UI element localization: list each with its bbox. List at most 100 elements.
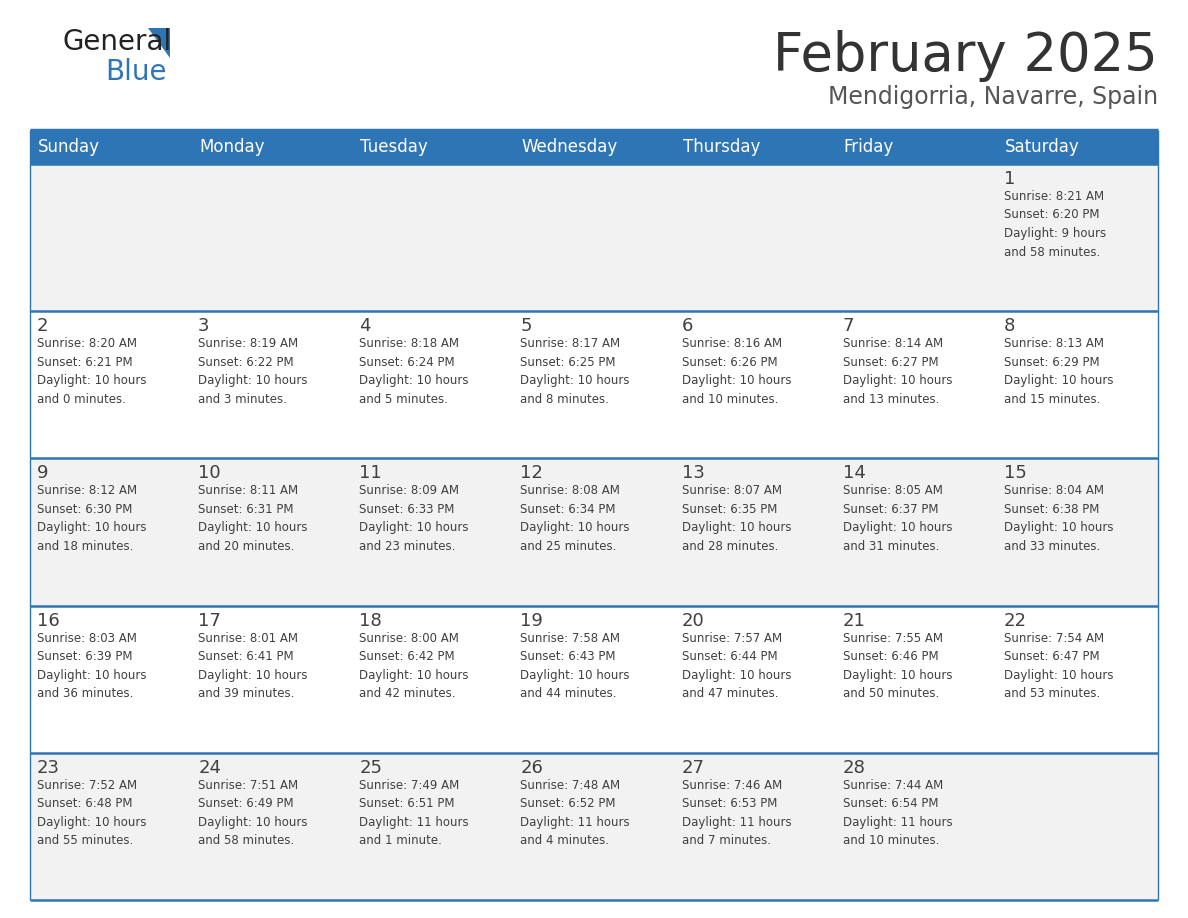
Text: 14: 14 [842, 465, 866, 482]
Text: 16: 16 [37, 611, 59, 630]
FancyBboxPatch shape [675, 606, 835, 753]
FancyBboxPatch shape [675, 458, 835, 606]
FancyBboxPatch shape [191, 606, 353, 753]
FancyBboxPatch shape [997, 164, 1158, 311]
Text: Sunrise: 8:12 AM
Sunset: 6:30 PM
Daylight: 10 hours
and 18 minutes.: Sunrise: 8:12 AM Sunset: 6:30 PM Dayligh… [37, 485, 146, 553]
FancyBboxPatch shape [30, 311, 191, 458]
Text: Blue: Blue [105, 58, 166, 86]
Text: 3: 3 [198, 318, 209, 335]
Text: 23: 23 [37, 759, 61, 777]
FancyBboxPatch shape [675, 753, 835, 900]
Text: 4: 4 [359, 318, 371, 335]
FancyBboxPatch shape [997, 606, 1158, 753]
Text: Sunrise: 8:01 AM
Sunset: 6:41 PM
Daylight: 10 hours
and 39 minutes.: Sunrise: 8:01 AM Sunset: 6:41 PM Dayligh… [198, 632, 308, 700]
FancyBboxPatch shape [675, 311, 835, 458]
Text: Sunrise: 7:51 AM
Sunset: 6:49 PM
Daylight: 10 hours
and 58 minutes.: Sunrise: 7:51 AM Sunset: 6:49 PM Dayligh… [198, 778, 308, 847]
FancyBboxPatch shape [30, 164, 191, 311]
Text: Sunrise: 7:46 AM
Sunset: 6:53 PM
Daylight: 11 hours
and 7 minutes.: Sunrise: 7:46 AM Sunset: 6:53 PM Dayligh… [682, 778, 791, 847]
Text: Sunrise: 8:18 AM
Sunset: 6:24 PM
Daylight: 10 hours
and 5 minutes.: Sunrise: 8:18 AM Sunset: 6:24 PM Dayligh… [359, 337, 469, 406]
Text: 12: 12 [520, 465, 543, 482]
FancyBboxPatch shape [353, 164, 513, 311]
FancyBboxPatch shape [675, 164, 835, 311]
FancyBboxPatch shape [353, 753, 513, 900]
FancyBboxPatch shape [997, 458, 1158, 606]
FancyBboxPatch shape [513, 311, 675, 458]
Text: Sunrise: 7:54 AM
Sunset: 6:47 PM
Daylight: 10 hours
and 53 minutes.: Sunrise: 7:54 AM Sunset: 6:47 PM Dayligh… [1004, 632, 1113, 700]
Text: 21: 21 [842, 611, 866, 630]
Text: Friday: Friday [843, 138, 893, 156]
Text: 10: 10 [198, 465, 221, 482]
Text: Sunrise: 8:09 AM
Sunset: 6:33 PM
Daylight: 10 hours
and 23 minutes.: Sunrise: 8:09 AM Sunset: 6:33 PM Dayligh… [359, 485, 469, 553]
Text: Thursday: Thursday [683, 138, 760, 156]
Text: Sunrise: 7:57 AM
Sunset: 6:44 PM
Daylight: 10 hours
and 47 minutes.: Sunrise: 7:57 AM Sunset: 6:44 PM Dayligh… [682, 632, 791, 700]
Text: 18: 18 [359, 611, 383, 630]
FancyBboxPatch shape [353, 311, 513, 458]
Text: Sunrise: 8:16 AM
Sunset: 6:26 PM
Daylight: 10 hours
and 10 minutes.: Sunrise: 8:16 AM Sunset: 6:26 PM Dayligh… [682, 337, 791, 406]
Text: Sunrise: 8:19 AM
Sunset: 6:22 PM
Daylight: 10 hours
and 3 minutes.: Sunrise: 8:19 AM Sunset: 6:22 PM Dayligh… [198, 337, 308, 406]
FancyBboxPatch shape [997, 311, 1158, 458]
Text: Sunrise: 8:20 AM
Sunset: 6:21 PM
Daylight: 10 hours
and 0 minutes.: Sunrise: 8:20 AM Sunset: 6:21 PM Dayligh… [37, 337, 146, 406]
Text: Sunrise: 7:52 AM
Sunset: 6:48 PM
Daylight: 10 hours
and 55 minutes.: Sunrise: 7:52 AM Sunset: 6:48 PM Dayligh… [37, 778, 146, 847]
FancyBboxPatch shape [191, 130, 353, 164]
Text: 24: 24 [198, 759, 221, 777]
Text: Sunrise: 7:55 AM
Sunset: 6:46 PM
Daylight: 10 hours
and 50 minutes.: Sunrise: 7:55 AM Sunset: 6:46 PM Dayligh… [842, 632, 953, 700]
Text: 8: 8 [1004, 318, 1016, 335]
Text: 7: 7 [842, 318, 854, 335]
Text: 9: 9 [37, 465, 49, 482]
Text: 1: 1 [1004, 170, 1016, 188]
Text: Sunrise: 8:17 AM
Sunset: 6:25 PM
Daylight: 10 hours
and 8 minutes.: Sunrise: 8:17 AM Sunset: 6:25 PM Dayligh… [520, 337, 630, 406]
Text: 11: 11 [359, 465, 383, 482]
FancyBboxPatch shape [353, 130, 513, 164]
FancyBboxPatch shape [835, 164, 997, 311]
FancyBboxPatch shape [513, 130, 675, 164]
FancyBboxPatch shape [675, 130, 835, 164]
FancyBboxPatch shape [191, 753, 353, 900]
Text: Sunrise: 7:44 AM
Sunset: 6:54 PM
Daylight: 11 hours
and 10 minutes.: Sunrise: 7:44 AM Sunset: 6:54 PM Dayligh… [842, 778, 953, 847]
Text: Sunrise: 7:49 AM
Sunset: 6:51 PM
Daylight: 11 hours
and 1 minute.: Sunrise: 7:49 AM Sunset: 6:51 PM Dayligh… [359, 778, 469, 847]
Text: 5: 5 [520, 318, 532, 335]
FancyBboxPatch shape [997, 753, 1158, 900]
Text: Monday: Monday [200, 138, 265, 156]
FancyBboxPatch shape [30, 458, 191, 606]
FancyBboxPatch shape [30, 606, 191, 753]
FancyBboxPatch shape [835, 458, 997, 606]
Text: Sunrise: 8:11 AM
Sunset: 6:31 PM
Daylight: 10 hours
and 20 minutes.: Sunrise: 8:11 AM Sunset: 6:31 PM Dayligh… [198, 485, 308, 553]
FancyBboxPatch shape [835, 311, 997, 458]
Text: Sunrise: 7:58 AM
Sunset: 6:43 PM
Daylight: 10 hours
and 44 minutes.: Sunrise: 7:58 AM Sunset: 6:43 PM Dayligh… [520, 632, 630, 700]
FancyBboxPatch shape [191, 311, 353, 458]
Polygon shape [148, 28, 170, 58]
Text: 17: 17 [198, 611, 221, 630]
Text: 25: 25 [359, 759, 383, 777]
Text: General: General [62, 28, 171, 56]
Text: 26: 26 [520, 759, 543, 777]
Text: Sunrise: 8:13 AM
Sunset: 6:29 PM
Daylight: 10 hours
and 15 minutes.: Sunrise: 8:13 AM Sunset: 6:29 PM Dayligh… [1004, 337, 1113, 406]
FancyBboxPatch shape [353, 606, 513, 753]
FancyBboxPatch shape [835, 606, 997, 753]
FancyBboxPatch shape [30, 130, 191, 164]
Text: Sunrise: 8:07 AM
Sunset: 6:35 PM
Daylight: 10 hours
and 28 minutes.: Sunrise: 8:07 AM Sunset: 6:35 PM Dayligh… [682, 485, 791, 553]
FancyBboxPatch shape [997, 130, 1158, 164]
Text: Saturday: Saturday [1005, 138, 1080, 156]
Text: Wednesday: Wednesday [522, 138, 618, 156]
Text: 28: 28 [842, 759, 866, 777]
FancyBboxPatch shape [513, 753, 675, 900]
Text: Sunrise: 8:05 AM
Sunset: 6:37 PM
Daylight: 10 hours
and 31 minutes.: Sunrise: 8:05 AM Sunset: 6:37 PM Dayligh… [842, 485, 953, 553]
Text: Sunrise: 8:08 AM
Sunset: 6:34 PM
Daylight: 10 hours
and 25 minutes.: Sunrise: 8:08 AM Sunset: 6:34 PM Dayligh… [520, 485, 630, 553]
Text: February 2025: February 2025 [773, 30, 1158, 82]
FancyBboxPatch shape [835, 753, 997, 900]
Text: 13: 13 [682, 465, 704, 482]
Text: Sunrise: 8:03 AM
Sunset: 6:39 PM
Daylight: 10 hours
and 36 minutes.: Sunrise: 8:03 AM Sunset: 6:39 PM Dayligh… [37, 632, 146, 700]
FancyBboxPatch shape [835, 130, 997, 164]
Text: Sunrise: 8:00 AM
Sunset: 6:42 PM
Daylight: 10 hours
and 42 minutes.: Sunrise: 8:00 AM Sunset: 6:42 PM Dayligh… [359, 632, 469, 700]
FancyBboxPatch shape [513, 458, 675, 606]
FancyBboxPatch shape [191, 164, 353, 311]
FancyBboxPatch shape [353, 458, 513, 606]
Text: Sunrise: 8:21 AM
Sunset: 6:20 PM
Daylight: 9 hours
and 58 minutes.: Sunrise: 8:21 AM Sunset: 6:20 PM Dayligh… [1004, 190, 1106, 259]
FancyBboxPatch shape [513, 164, 675, 311]
FancyBboxPatch shape [30, 753, 191, 900]
Text: Sunday: Sunday [38, 138, 100, 156]
Text: 2: 2 [37, 318, 49, 335]
Text: 19: 19 [520, 611, 543, 630]
Text: 22: 22 [1004, 611, 1026, 630]
Text: Sunrise: 7:48 AM
Sunset: 6:52 PM
Daylight: 11 hours
and 4 minutes.: Sunrise: 7:48 AM Sunset: 6:52 PM Dayligh… [520, 778, 630, 847]
